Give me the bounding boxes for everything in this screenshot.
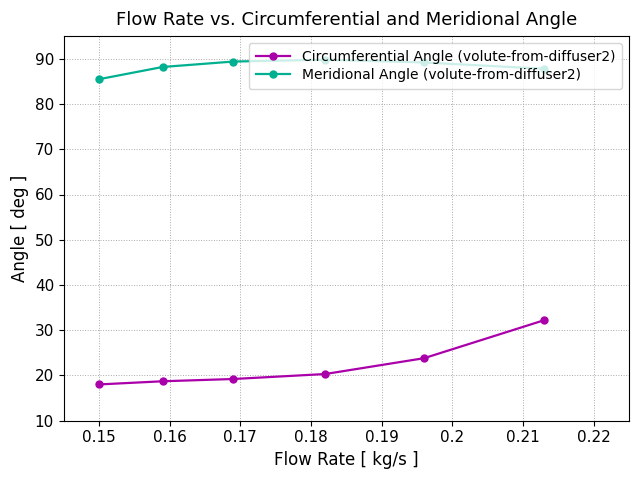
Circumferential Angle (volute-from-diffuser2) (420, 355, 428, 361)
Circumferential Angle (volute-from-diffuser2) (95, 382, 103, 387)
Title: Flow Rate vs. Circumferential and Meridional Angle: Flow Rate vs. Circumferential and Meridi… (116, 11, 577, 29)
Meridional Angle (volute-from-diffuser2) (321, 57, 329, 62)
Meridional Angle (volute-from-diffuser2) (95, 76, 103, 82)
Meridional Angle (volute-from-diffuser2) (230, 59, 237, 64)
Circumferential Angle (volute-from-diffuser2) (159, 378, 166, 384)
Circumferential Angle (volute-from-diffuser2) (230, 376, 237, 382)
Circumferential Angle (volute-from-diffuser2) (540, 317, 548, 323)
Meridional Angle (volute-from-diffuser2) (420, 60, 428, 65)
Legend: Circumferential Angle (volute-from-diffuser2), Meridional Angle (volute-from-dif: Circumferential Angle (volute-from-diffu… (249, 43, 622, 89)
Meridional Angle (volute-from-diffuser2) (540, 66, 548, 72)
Meridional Angle (volute-from-diffuser2) (159, 64, 166, 70)
X-axis label: Flow Rate [ kg/s ]: Flow Rate [ kg/s ] (274, 451, 419, 469)
Line: Meridional Angle (volute-from-diffuser2): Meridional Angle (volute-from-diffuser2) (95, 56, 548, 83)
Line: Circumferential Angle (volute-from-diffuser2): Circumferential Angle (volute-from-diffu… (95, 317, 548, 388)
Circumferential Angle (volute-from-diffuser2) (321, 371, 329, 377)
Y-axis label: Angle [ deg ]: Angle [ deg ] (11, 175, 29, 282)
